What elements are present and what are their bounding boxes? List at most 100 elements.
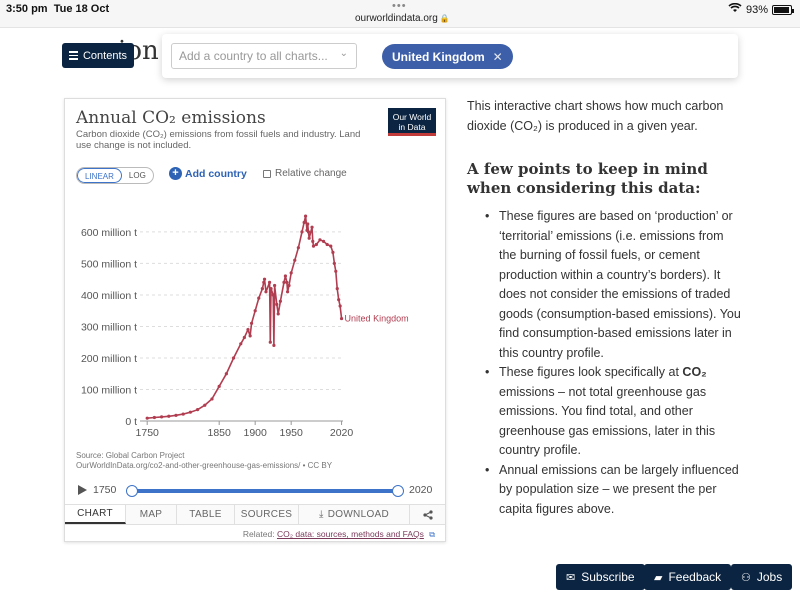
data-point[interactable]	[311, 244, 316, 248]
data-point[interactable]	[260, 287, 264, 291]
data-point[interactable]	[285, 290, 290, 294]
timeline-end-handle[interactable]	[392, 485, 404, 497]
data-point[interactable]	[306, 222, 310, 226]
contents-label: Contents	[82, 49, 128, 62]
data-point[interactable]	[337, 298, 341, 302]
data-point[interactable]	[275, 302, 279, 306]
data-point[interactable]	[239, 342, 243, 346]
data-point[interactable]	[231, 356, 236, 360]
data-point[interactable]	[262, 277, 267, 281]
tab-menu-dots[interactable]: •••	[392, 0, 407, 12]
data-point[interactable]	[253, 309, 257, 313]
data-point[interactable]	[300, 230, 304, 234]
data-point[interactable]	[246, 328, 250, 332]
data-point[interactable]	[152, 415, 156, 420]
tab-sources[interactable]: SOURCES	[235, 505, 299, 524]
chart-title: Annual CO₂ emissions	[76, 108, 266, 128]
data-point[interactable]	[314, 242, 318, 247]
data-point[interactable]	[289, 271, 293, 275]
x-tick-label: 1950	[279, 427, 303, 439]
selected-country-chip[interactable]: United Kingdom ✕	[382, 44, 513, 69]
data-point[interactable]	[249, 321, 254, 325]
data-point[interactable]	[282, 280, 286, 284]
data-point[interactable]	[331, 250, 335, 254]
data-point[interactable]	[278, 299, 282, 303]
data-point[interactable]	[224, 372, 228, 376]
timeline-start-handle[interactable]	[126, 485, 138, 497]
feedback-button[interactable]: ▰ Feedback	[644, 564, 732, 590]
scale-toggle[interactable]: LINEAR LOG	[76, 167, 154, 184]
scale-log-option[interactable]: LOG	[128, 171, 146, 180]
data-point[interactable]	[329, 244, 333, 248]
tab-download[interactable]: ⤓ DOWNLOAD	[299, 505, 410, 524]
data-point[interactable]	[296, 246, 300, 250]
data-point[interactable]	[332, 261, 336, 266]
data-point[interactable]	[285, 280, 289, 284]
data-point[interactable]	[306, 230, 311, 234]
jobs-button[interactable]: ⚇ Jobs	[731, 564, 793, 590]
data-point[interactable]	[188, 410, 192, 414]
battery-icon	[772, 4, 794, 15]
add-country-button[interactable]: + Add country	[169, 167, 247, 180]
data-point[interactable]	[325, 242, 329, 247]
data-point[interactable]	[283, 274, 288, 278]
share-icon	[422, 509, 433, 520]
data-point[interactable]	[217, 384, 221, 388]
data-point[interactable]	[159, 415, 164, 419]
x-tick-label: 1900	[243, 427, 267, 439]
data-point[interactable]	[267, 280, 272, 284]
contents-button[interactable]: Contents	[62, 43, 134, 68]
data-point[interactable]	[257, 296, 261, 300]
close-icon[interactable]: ✕	[492, 49, 503, 64]
url-bar[interactable]: ourworldindata.org 🔒	[355, 13, 450, 24]
country-select[interactable]: Add a country to all charts... ⌄	[171, 43, 357, 69]
data-point[interactable]	[248, 334, 252, 338]
data-point[interactable]	[262, 280, 266, 284]
data-point[interactable]	[311, 239, 315, 243]
tab-map[interactable]: MAP	[126, 505, 177, 524]
data-point[interactable]	[307, 236, 311, 240]
data-point[interactable]	[269, 287, 273, 291]
data-point[interactable]	[273, 283, 277, 288]
data-point[interactable]	[287, 283, 291, 288]
tab-table[interactable]: TABLE	[177, 505, 235, 524]
data-point[interactable]	[145, 416, 149, 420]
data-point[interactable]	[264, 290, 268, 294]
checkbox-icon[interactable]	[263, 169, 271, 178]
chevron-down-icon: ⌄	[339, 48, 348, 59]
data-point[interactable]	[195, 408, 200, 412]
relative-change-toggle[interactable]: Relative change	[263, 168, 347, 179]
data-point[interactable]	[335, 287, 339, 291]
data-point[interactable]	[303, 214, 308, 218]
timeline-end-label: 2020	[409, 484, 433, 496]
data-point[interactable]	[338, 304, 342, 308]
subscribe-button[interactable]: ✉ Subscribe	[556, 564, 645, 590]
data-point[interactable]	[302, 220, 306, 225]
related-faq-link[interactable]: CO₂ data: sources, methods and FAQs	[276, 529, 424, 539]
data-point[interactable]	[203, 403, 207, 407]
data-point[interactable]	[210, 397, 214, 401]
share-button[interactable]	[410, 505, 445, 524]
owid-logo[interactable]: Our World in Data	[388, 108, 436, 136]
data-point[interactable]	[181, 412, 185, 416]
data-point[interactable]	[310, 225, 314, 229]
timeline-slider[interactable]: 1750 2020	[76, 481, 436, 501]
data-point[interactable]	[321, 239, 326, 243]
data-point[interactable]	[293, 258, 297, 262]
tab-chart[interactable]: CHART	[65, 505, 126, 524]
data-point[interactable]	[334, 269, 338, 273]
scale-linear-option[interactable]: LINEAR	[77, 168, 122, 183]
data-point[interactable]	[242, 335, 246, 340]
data-point[interactable]	[272, 343, 276, 347]
data-point[interactable]	[276, 312, 280, 316]
y-tick-label: 400 million t	[81, 290, 137, 302]
data-point[interactable]	[167, 414, 171, 418]
data-point[interactable]	[174, 413, 178, 417]
data-point[interactable]	[268, 340, 272, 344]
data-point[interactable]	[318, 238, 322, 242]
data-point[interactable]	[271, 293, 275, 297]
timeline-track[interactable]	[126, 485, 404, 497]
wifi-icon	[728, 2, 742, 16]
play-icon[interactable]	[78, 485, 87, 495]
data-point[interactable]	[339, 316, 344, 321]
